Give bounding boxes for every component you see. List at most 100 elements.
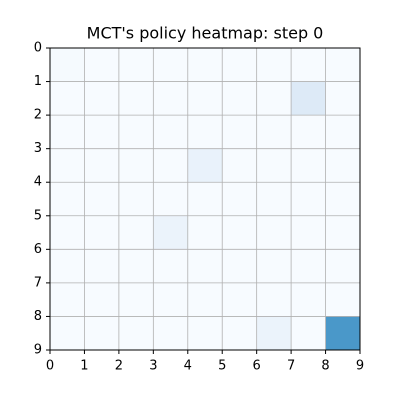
heatmap-cell	[153, 282, 188, 317]
heatmap-cell	[187, 249, 223, 283]
heatmap-cell	[291, 215, 326, 250]
heatmap-cell	[256, 81, 292, 116]
heatmap-cell	[187, 48, 223, 82]
heatmap-cell	[291, 182, 326, 216]
heatmap-cell	[118, 282, 154, 317]
heatmap-cell	[118, 148, 154, 183]
x-tick-label: 0	[46, 359, 54, 374]
heatmap-cell	[325, 215, 360, 250]
heatmap-cell	[256, 249, 292, 283]
heatmap-cell	[187, 148, 223, 183]
heatmap-cell	[50, 182, 85, 216]
heatmap-cell	[256, 316, 292, 350]
heatmap-cell	[187, 81, 223, 116]
heatmap-cell	[50, 215, 85, 250]
heatmap-cell	[50, 148, 85, 183]
heatmap-cell	[222, 182, 257, 216]
heatmap-cell	[291, 316, 326, 350]
y-tick-label: 2	[34, 108, 42, 123]
heatmap-cell	[256, 48, 292, 82]
heatmap-cell	[222, 249, 257, 283]
heatmap-cell	[325, 115, 360, 149]
heatmap-cell	[84, 81, 119, 116]
y-tick-label: 3	[34, 141, 42, 156]
heatmap-cell	[84, 316, 119, 350]
heatmap-cell	[222, 81, 257, 116]
heatmap-cell	[84, 249, 119, 283]
heatmap-cell	[50, 316, 85, 350]
heatmap-cell	[256, 282, 292, 317]
heatmap-cell	[325, 316, 360, 350]
heatmap-cell	[153, 316, 188, 350]
x-tick-label: 1	[80, 359, 88, 374]
heatmap-cell	[256, 148, 292, 183]
heatmap-cell	[118, 249, 154, 283]
heatmap-cell	[50, 48, 85, 82]
heatmap-cell	[118, 215, 154, 250]
x-tick-label: 8	[321, 359, 329, 374]
heatmap-cell	[325, 282, 360, 317]
x-tick-label: 9	[356, 359, 364, 374]
heatmap-cell	[118, 48, 154, 82]
heatmap-cell	[84, 148, 119, 183]
y-tick-label: 8	[34, 309, 42, 324]
heatmap-cell	[291, 48, 326, 82]
heatmap-cell	[84, 282, 119, 317]
heatmap-cell	[222, 316, 257, 350]
heatmap-cell	[153, 249, 188, 283]
heatmap-cell	[222, 115, 257, 149]
y-tick-label: 7	[34, 275, 42, 290]
heatmap-cell	[187, 316, 223, 350]
heatmap-cell	[325, 148, 360, 183]
heatmap-cell	[187, 282, 223, 317]
heatmap-cell	[291, 115, 326, 149]
heatmap-cell	[256, 215, 292, 250]
y-tick-label: 1	[34, 74, 42, 89]
x-tick-label: 2	[115, 359, 123, 374]
y-tick-label: 5	[34, 208, 42, 223]
heatmap-cell	[291, 81, 326, 116]
heatmap-cell	[84, 215, 119, 250]
y-tick-label: 6	[34, 242, 42, 257]
heatmap-cell	[50, 282, 85, 317]
plot-frame	[49, 47, 361, 351]
heatmap-cell	[153, 115, 188, 149]
heatmap-cell	[84, 48, 119, 82]
x-tick-label: 4	[184, 359, 192, 374]
x-tick-label: 3	[149, 359, 157, 374]
heatmap-cell	[325, 182, 360, 216]
heatmap-cell	[118, 115, 154, 149]
y-tick-label: 4	[34, 175, 42, 190]
heatmap-cell	[153, 48, 188, 82]
heatmap-cell	[50, 115, 85, 149]
heatmap-cell	[118, 316, 154, 350]
heatmap-cell	[84, 115, 119, 149]
heatmap-cell	[153, 215, 188, 250]
heatmap-cell	[50, 81, 85, 116]
heatmap-cell	[153, 81, 188, 116]
x-tick-label: 5	[218, 359, 226, 374]
heatmap-cell	[222, 282, 257, 317]
heatmap-cell	[222, 215, 257, 250]
heatmap-cell	[84, 182, 119, 216]
heatmap-cell	[187, 215, 223, 250]
y-tick-label: 0	[34, 41, 42, 56]
y-tick-label: 9	[34, 343, 42, 358]
x-tick-label: 6	[253, 359, 261, 374]
heatmap-cell	[256, 182, 292, 216]
heatmap-cell	[325, 81, 360, 116]
heatmap-cell	[50, 249, 85, 283]
heatmap-cell	[291, 249, 326, 283]
heatmap-cell	[187, 182, 223, 216]
heatmap-cell	[187, 115, 223, 149]
heatmap-cell	[118, 81, 154, 116]
heatmap-cell	[153, 148, 188, 183]
heatmap-cell	[291, 282, 326, 317]
heatmap-cell	[291, 148, 326, 183]
heatmap-cell	[153, 182, 188, 216]
heatmap-cell	[222, 148, 257, 183]
heatmap-cell	[325, 249, 360, 283]
chart-title: MCT's policy heatmap: step 0	[87, 24, 324, 43]
heatmap-cell	[118, 182, 154, 216]
